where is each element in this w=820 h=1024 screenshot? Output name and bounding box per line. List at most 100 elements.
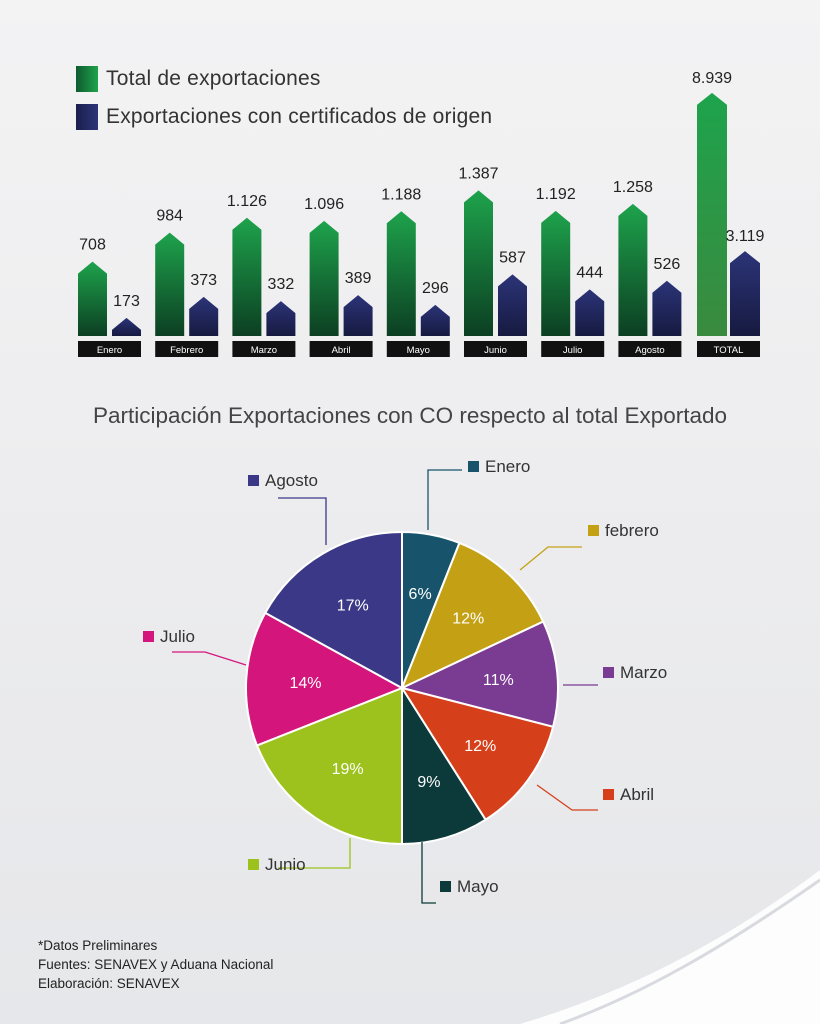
value-label-co-junio: 587 xyxy=(499,249,526,266)
footer-line-preliminary: *Datos Preliminares xyxy=(38,938,158,953)
legend-label-total: Total de exportaciones xyxy=(106,67,321,90)
value-label-co-julio: 444 xyxy=(576,264,603,281)
category-label-mayo: Mayo xyxy=(407,345,430,356)
pie-label-mayo: Mayo xyxy=(457,877,499,896)
category-box-mayo xyxy=(386,341,450,357)
pie-slice-febrero xyxy=(400,541,545,690)
pie-slice-marzo xyxy=(399,620,559,729)
legend-swatch-navy xyxy=(76,104,98,130)
legend-swatch-green xyxy=(76,66,98,92)
value-label-total-abril: 1.096 xyxy=(304,196,344,213)
value-label-co-febrero: 373 xyxy=(190,272,217,289)
value-label-co-total: 3.119 xyxy=(726,228,765,245)
category-box-total xyxy=(697,341,760,357)
bar-co-agosto xyxy=(652,280,682,336)
bar-total-junio xyxy=(464,190,493,336)
value-label-total-febrero: 984 xyxy=(156,208,183,225)
pie-percent-marzo: 11% xyxy=(483,672,514,689)
category-label-julio: Julio xyxy=(563,345,583,356)
value-label-co-abril: 389 xyxy=(345,270,372,287)
pie-chart: 6% Enero 12% febrero 11% Marzo 12% Abril 9% Mayo 1… xyxy=(143,457,667,904)
bar-chart: 708 173 Enero 984 373 Febrero 1.126 332 Marzo 1.0… xyxy=(78,70,765,357)
legend-marker-mayo xyxy=(440,881,451,892)
bar-co-total xyxy=(730,251,760,336)
pie-slice-julio xyxy=(245,611,405,747)
legend-marker-junio xyxy=(248,859,259,870)
category-label-marzo: Marzo xyxy=(251,345,277,356)
bar-co-enero xyxy=(112,317,141,336)
value-label-co-enero: 173 xyxy=(113,293,140,310)
legend-marker-enero xyxy=(468,461,479,472)
pie-percent-junio: 19% xyxy=(332,761,364,778)
bar-co-julio xyxy=(575,289,605,336)
pie-percent-abril: 12% xyxy=(464,738,496,755)
leader-line-febrero xyxy=(519,546,582,571)
category-label-enero: Enero xyxy=(97,345,122,356)
footer-notes: *Datos Preliminares Fuentes: SENAVEX y A… xyxy=(38,936,273,993)
legend-label-co: Exportaciones con certificados de origen xyxy=(106,105,493,128)
value-label-total-marzo: 1.126 xyxy=(227,193,267,210)
pie-slice-agosto xyxy=(263,530,403,690)
category-label-febrero: Febrero xyxy=(170,345,203,356)
category-box-enero xyxy=(78,341,141,357)
pie-label-enero: Enero xyxy=(485,457,530,476)
category-label-abril: Abril xyxy=(332,345,351,356)
value-label-total-mayo: 1.188 xyxy=(381,186,421,203)
value-label-total-enero: 708 xyxy=(79,237,106,254)
value-label-co-agosto: 526 xyxy=(654,256,681,273)
category-box-julio xyxy=(541,341,605,357)
category-box-agosto xyxy=(618,341,682,357)
category-box-junio xyxy=(464,341,527,357)
legend-marker-abril xyxy=(603,789,614,800)
bar-legend: Total de exportaciones Exportaciones con… xyxy=(76,60,492,136)
value-label-total-total: 8.939 xyxy=(692,70,732,87)
pie-percent-mayo: 9% xyxy=(417,774,440,791)
category-box-abril xyxy=(309,341,373,357)
bar-total-abril xyxy=(309,220,339,336)
category-box-marzo xyxy=(232,341,296,357)
pie-slice-abril xyxy=(399,686,555,822)
legend-marker-agosto xyxy=(248,475,259,486)
pie-slice-junio xyxy=(255,686,403,846)
bar-co-mayo xyxy=(420,304,450,336)
bar-total-mayo xyxy=(386,211,416,336)
legend-marker-febrero xyxy=(588,525,599,536)
leader-line-julio xyxy=(172,651,247,666)
pie-label-febrero: febrero xyxy=(605,521,659,540)
leader-line-junio xyxy=(278,838,351,869)
category-label-total: TOTAL xyxy=(714,345,744,356)
bar-co-abril xyxy=(343,295,373,336)
bar-co-marzo xyxy=(266,301,296,336)
pie-slice-mayo xyxy=(401,684,487,846)
bar-total-julio xyxy=(541,210,571,336)
pie-label-junio: Junio xyxy=(265,855,306,874)
value-label-total-junio: 1.387 xyxy=(458,165,498,182)
pie-percent-agosto: 17% xyxy=(337,598,369,615)
bar-co-febrero xyxy=(189,296,219,336)
pie-title: Participación Exportaciones con CO respe… xyxy=(92,403,728,428)
value-label-total-julio: 1.192 xyxy=(536,186,576,203)
bar-total-total xyxy=(697,92,727,337)
bar-total-marzo xyxy=(232,217,262,336)
category-label-agosto: Agosto xyxy=(635,345,665,356)
footer-line-elaboration: Elaboración: SENAVEX xyxy=(38,976,180,991)
value-label-total-agosto: 1.258 xyxy=(613,179,653,196)
leader-line-agosto xyxy=(278,497,327,545)
pie-label-abril: Abril xyxy=(620,785,654,804)
legend-item-total: Total de exportaciones xyxy=(76,60,492,98)
legend-item-co: Exportaciones con certificados de origen xyxy=(76,98,492,136)
value-label-co-marzo: 332 xyxy=(268,276,295,293)
bar-total-febrero xyxy=(155,232,185,336)
value-label-co-mayo: 296 xyxy=(422,280,449,297)
footer-line-sources: Fuentes: SENAVEX y Aduana Nacional xyxy=(38,957,274,972)
pie-label-marzo: Marzo xyxy=(620,663,667,682)
pie-label-agosto: Agosto xyxy=(265,471,318,490)
leader-line-enero xyxy=(427,469,462,530)
bar-total-enero xyxy=(78,261,107,336)
pie-percent-enero: 6% xyxy=(409,586,432,603)
category-label-junio: Junio xyxy=(484,345,507,356)
pie-percent-febrero: 12% xyxy=(452,610,484,627)
pie-label-julio: Julio xyxy=(160,627,195,646)
pie-percent-julio: 14% xyxy=(289,675,321,692)
bar-co-junio xyxy=(498,274,527,336)
